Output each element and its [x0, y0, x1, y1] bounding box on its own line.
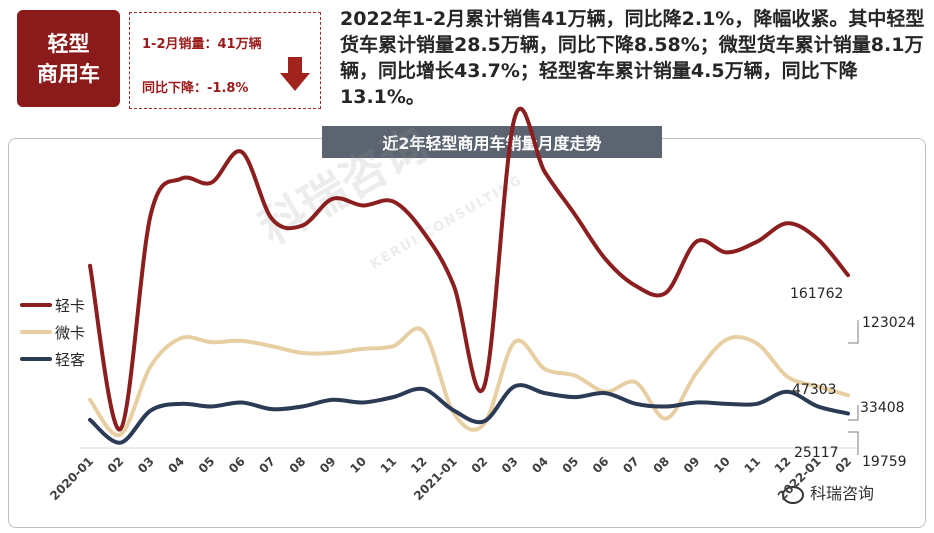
x-tick-label: 06: [226, 454, 248, 476]
chart-title: 近2年轻型商用车销量月度走势: [322, 126, 662, 158]
x-tick-label: 03: [135, 454, 157, 476]
x-tick-label: 07: [256, 454, 278, 476]
x-tick-label: 12: [408, 454, 430, 476]
x-tick-label: 2020-01: [47, 454, 96, 503]
x-tick-label: 08: [287, 454, 309, 476]
data-label-4: 25117: [794, 445, 839, 461]
leader-line-2: [848, 431, 859, 455]
data-label-3: 33408: [860, 400, 905, 416]
legend-label-2: 轻客: [55, 351, 85, 369]
category-badge: 轻型 商用车: [17, 10, 120, 107]
x-tick-label: 04: [529, 454, 551, 476]
badge-line2: 商用车: [37, 61, 100, 86]
x-tick-label: 10: [347, 454, 369, 476]
x-tick-label: 05: [196, 454, 218, 476]
leader-line-0: [848, 320, 859, 344]
legend-label-0: 轻卡: [55, 297, 85, 315]
x-tick-label: 02: [105, 454, 127, 476]
series-line-0: [88, 106, 850, 432]
x-tick-label: 11: [741, 454, 763, 476]
series-line-1: [88, 326, 850, 437]
yoy-stat: 同比下降：-1.8%: [142, 81, 249, 96]
data-label-0: 161762: [790, 286, 843, 302]
data-label-5: 19759: [862, 454, 907, 470]
footer-watermark-text: 科瑞咨询: [810, 484, 875, 503]
wechat-icon: [782, 485, 804, 504]
leader-line-1: [848, 405, 859, 421]
data-label-1: 123024: [862, 315, 916, 331]
x-tick-label: 10: [711, 454, 733, 476]
x-tick-label: 11: [378, 454, 400, 476]
x-tick-label: 09: [681, 454, 703, 476]
x-tick-label: 07: [620, 454, 642, 476]
down-arrow-icon: [280, 57, 310, 91]
summary-text: 2022年1-2月累计销售41万辆，同比降2.1%，降幅收紧。其中轻型货车累计销…: [340, 8, 925, 108]
x-tick-label: 12: [772, 454, 794, 476]
sales-stat: 1-2月销量：41万辆: [142, 37, 262, 52]
x-tick-label: 08: [650, 454, 672, 476]
x-tick-label: 06: [590, 454, 612, 476]
x-tick-label: 02: [469, 454, 491, 476]
x-tick-label: 09: [317, 454, 339, 476]
series-line-2: [88, 383, 850, 445]
badge-line1: 轻型: [47, 31, 90, 56]
x-tick-label: 05: [560, 454, 582, 476]
stat-box: 1-2月销量：41万辆 同比下降：-1.8%: [129, 12, 321, 109]
legend-label-1: 微卡: [55, 324, 85, 342]
data-label-2: 47303: [792, 382, 837, 398]
x-tick-label: 03: [499, 454, 521, 476]
footer-watermark: 科瑞咨询: [782, 480, 874, 504]
x-tick-label: 04: [165, 454, 187, 476]
